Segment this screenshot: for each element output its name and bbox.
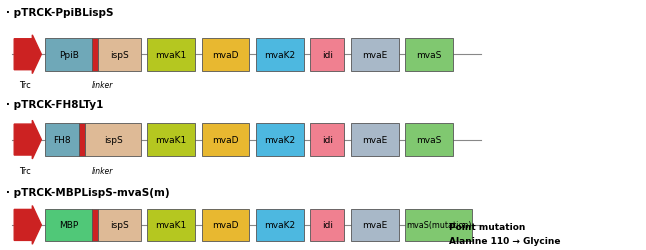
Text: Point mutation: Point mutation — [449, 222, 525, 231]
FancyBboxPatch shape — [310, 39, 344, 71]
Text: ispS: ispS — [110, 50, 129, 59]
Text: mvaE: mvaE — [362, 136, 388, 144]
Text: FH8: FH8 — [54, 136, 71, 144]
FancyBboxPatch shape — [79, 124, 85, 156]
FancyArrow shape — [14, 36, 41, 74]
FancyBboxPatch shape — [45, 209, 92, 241]
FancyBboxPatch shape — [310, 124, 344, 156]
FancyBboxPatch shape — [351, 39, 399, 71]
FancyBboxPatch shape — [147, 124, 195, 156]
FancyBboxPatch shape — [405, 124, 453, 156]
FancyBboxPatch shape — [98, 209, 141, 241]
Text: PpiB: PpiB — [59, 50, 79, 59]
FancyArrow shape — [14, 121, 41, 159]
Text: Alanine 110 → Glycine: Alanine 110 → Glycine — [449, 236, 561, 245]
FancyBboxPatch shape — [202, 124, 249, 156]
FancyBboxPatch shape — [98, 39, 141, 71]
Text: Trc: Trc — [19, 166, 30, 175]
Text: MBP: MBP — [59, 220, 78, 230]
FancyBboxPatch shape — [310, 209, 344, 241]
Text: · pTRCK-PpiBLispS: · pTRCK-PpiBLispS — [6, 8, 114, 18]
FancyBboxPatch shape — [147, 39, 195, 71]
FancyBboxPatch shape — [256, 209, 304, 241]
Text: · pTRCK-FH8LTy1: · pTRCK-FH8LTy1 — [6, 100, 104, 110]
FancyBboxPatch shape — [405, 39, 453, 71]
Text: idi: idi — [322, 220, 333, 230]
FancyArrow shape — [14, 206, 41, 244]
Text: · pTRCK-MBPLispS-mvaS(m): · pTRCK-MBPLispS-mvaS(m) — [6, 188, 170, 198]
FancyBboxPatch shape — [45, 39, 92, 71]
Text: mvaK2: mvaK2 — [264, 50, 295, 59]
Text: linker: linker — [91, 166, 113, 175]
Text: ispS: ispS — [103, 136, 123, 144]
Text: idi: idi — [322, 50, 333, 59]
FancyBboxPatch shape — [92, 209, 98, 241]
FancyBboxPatch shape — [147, 209, 195, 241]
Text: mvaK1: mvaK1 — [156, 50, 187, 59]
Text: mvaD: mvaD — [212, 220, 239, 230]
FancyBboxPatch shape — [256, 39, 304, 71]
Text: idi: idi — [322, 136, 333, 144]
Text: mvaD: mvaD — [212, 136, 239, 144]
Text: mvaS: mvaS — [416, 50, 442, 59]
Text: mvaS(mutation): mvaS(mutation) — [406, 220, 472, 230]
Text: linker: linker — [91, 81, 113, 90]
FancyBboxPatch shape — [202, 209, 249, 241]
FancyBboxPatch shape — [202, 39, 249, 71]
Text: mvaK2: mvaK2 — [264, 220, 295, 230]
FancyBboxPatch shape — [405, 209, 472, 241]
Text: mvaD: mvaD — [212, 50, 239, 59]
Text: ispS: ispS — [110, 220, 129, 230]
Text: mvaS: mvaS — [416, 136, 442, 144]
FancyBboxPatch shape — [351, 209, 399, 241]
Text: mvaK1: mvaK1 — [156, 136, 187, 144]
Text: mvaE: mvaE — [362, 50, 388, 59]
FancyBboxPatch shape — [256, 124, 304, 156]
FancyBboxPatch shape — [351, 124, 399, 156]
FancyBboxPatch shape — [45, 124, 79, 156]
FancyBboxPatch shape — [85, 124, 141, 156]
Text: mvaE: mvaE — [362, 220, 388, 230]
FancyBboxPatch shape — [92, 39, 98, 71]
Text: Trc: Trc — [19, 81, 30, 90]
Text: mvaK2: mvaK2 — [264, 136, 295, 144]
Text: mvaK1: mvaK1 — [156, 220, 187, 230]
